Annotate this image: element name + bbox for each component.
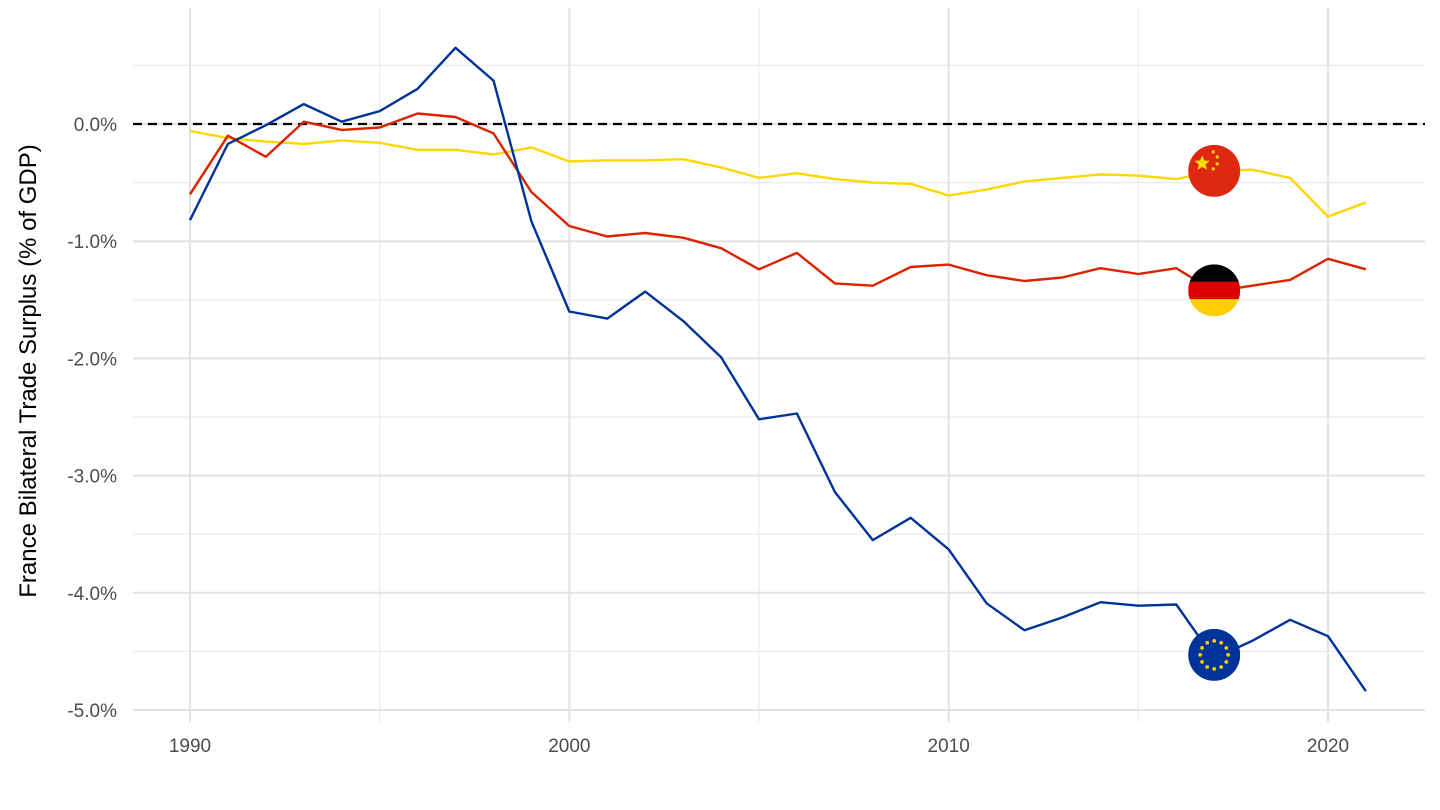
y-tick-label: 0.0% [74,115,117,136]
eu-star [1219,640,1224,645]
eu-star [1224,660,1229,664]
x-axis-tick-labels: 1990 2000 2010 2020 [169,736,1349,757]
eu-star [1224,646,1229,650]
y-axis-title: France Bilateral Trade Surplus (% of GDP… [15,144,42,598]
x-tick-label: 1990 [169,736,211,757]
china-flag-icon [1188,144,1241,197]
x-tick-label: 2020 [1307,736,1349,757]
minor-gridlines [133,8,1425,722]
eu-star [1205,640,1210,645]
y-tick-label: -3.0% [67,467,117,488]
eu-star [1212,639,1217,643]
y-axis-tick-labels: 0.0% -1.0% -2.0% -3.0% -4.0% -5.0% [67,115,117,722]
eu-star [1226,653,1231,657]
series-line-china-flag-icon [189,129,1367,218]
x-tick-label: 2000 [548,736,590,757]
y-tick-label: -4.0% [67,584,117,605]
eu-flag-icon [1188,628,1241,681]
y-tick-label: -5.0% [67,701,117,722]
y-tick-label: -2.0% [67,349,117,370]
series-line-eu-flag-icon [188,46,1367,692]
eu-star [1200,646,1204,650]
eu-star [1200,660,1204,664]
germany-flag-icon [1188,264,1241,317]
series-lines [188,46,1367,692]
series-line-germany-flag-icon [188,112,1367,293]
y-tick-label: -1.0% [67,232,117,253]
eu-star [1219,665,1224,669]
eu-star [1205,665,1210,669]
eu-star [1198,653,1203,657]
flag-markers [1188,144,1241,681]
eu-star [1212,667,1217,671]
major-gridlines [133,8,1425,722]
x-tick-label: 2010 [928,736,970,757]
